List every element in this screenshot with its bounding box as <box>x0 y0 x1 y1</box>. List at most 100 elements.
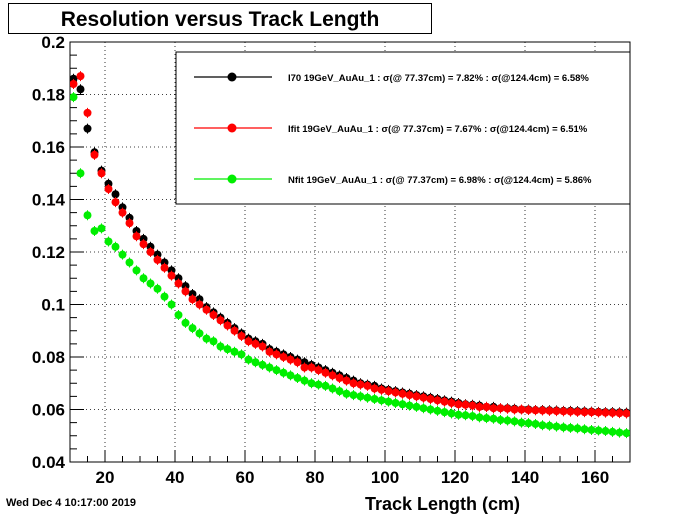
data-point <box>307 379 316 388</box>
data-point <box>279 368 288 377</box>
data-point <box>216 316 225 325</box>
data-point <box>594 426 603 435</box>
data-point <box>405 401 414 410</box>
data-point <box>566 407 575 416</box>
data-point <box>90 227 99 235</box>
data-point <box>153 255 162 264</box>
data-point <box>265 347 274 356</box>
data-point <box>384 387 393 396</box>
axis-layer: 20 40 60 80 100 120 140 160 0.04 0.06 0.08 0.1 0.12 0… <box>32 33 631 487</box>
data-point <box>167 271 176 280</box>
series-2 <box>70 92 630 439</box>
series-1 <box>70 71 630 419</box>
data-point <box>433 406 442 415</box>
data-point <box>195 300 204 309</box>
data-point <box>202 334 211 343</box>
data-point <box>300 363 309 372</box>
data-point <box>559 407 568 416</box>
data-point <box>489 404 498 413</box>
data-point <box>342 389 351 398</box>
y-tick-label: 0.14 <box>32 191 66 210</box>
data-point <box>545 406 554 415</box>
data-point <box>440 397 449 406</box>
data-point <box>160 292 169 301</box>
data-point <box>118 250 127 259</box>
data-point <box>251 339 260 348</box>
data-point <box>97 169 106 178</box>
legend-label: I70 19GeV_AuAu_1 : σ(@ 77.37cm) = 7.82% … <box>288 73 589 84</box>
data-point <box>608 408 617 417</box>
data-point <box>356 380 365 389</box>
data-point <box>335 374 344 382</box>
data-point <box>125 219 134 228</box>
data-point <box>230 326 239 335</box>
data-point <box>118 208 127 217</box>
data-point <box>90 150 99 159</box>
data-point <box>587 425 596 434</box>
data-point <box>314 380 323 389</box>
data-point <box>510 405 519 414</box>
data-point <box>426 395 435 403</box>
data-point <box>524 406 533 415</box>
data-point <box>146 279 155 288</box>
data-point <box>461 411 470 420</box>
data-point <box>587 408 596 417</box>
chart-title: Resolution versus Track Length <box>60 8 380 31</box>
data-point <box>384 397 393 406</box>
data-point <box>566 423 575 432</box>
x-tick-label: 40 <box>166 468 185 487</box>
data-point <box>209 311 218 319</box>
data-point <box>307 363 316 372</box>
data-point <box>223 321 232 330</box>
data-point <box>475 413 484 422</box>
data-point <box>433 396 442 405</box>
data-point <box>468 412 477 421</box>
data-point <box>244 337 253 346</box>
data-point <box>209 337 218 346</box>
data-point <box>83 124 92 133</box>
data-point <box>601 408 610 417</box>
data-point <box>503 404 512 413</box>
data-point <box>83 108 92 117</box>
data-point <box>111 242 120 251</box>
data-point <box>573 407 582 416</box>
data-point <box>615 409 624 418</box>
data-point <box>496 416 505 424</box>
data-point <box>391 388 400 397</box>
data-point <box>76 72 85 81</box>
timestamp: Wed Dec 4 10:17:00 2019 <box>6 497 137 509</box>
data-point <box>461 400 470 409</box>
data-point <box>349 391 358 400</box>
data-point <box>531 406 540 415</box>
data-point <box>125 258 134 267</box>
data-point <box>167 300 176 309</box>
data-point <box>517 418 526 427</box>
data-point <box>76 169 85 178</box>
data-point <box>531 419 540 428</box>
data-point <box>244 355 253 364</box>
data-point <box>293 374 302 382</box>
data-point <box>132 232 141 241</box>
data-point <box>398 389 407 398</box>
data-point <box>468 401 477 410</box>
data-point <box>293 358 302 367</box>
data-point <box>426 405 435 414</box>
series-layer <box>70 71 630 439</box>
data-point <box>412 402 421 411</box>
data-point <box>342 376 351 385</box>
data-point <box>573 424 582 433</box>
data-point <box>615 428 624 437</box>
legend-label: Ifit 19GeV_AuAu_1 : σ(@ 77.37cm) = 7.67%… <box>288 124 588 135</box>
data-point <box>370 384 379 393</box>
y-tick-label: 0.08 <box>32 348 65 367</box>
data-point <box>153 284 162 293</box>
data-point <box>251 358 260 367</box>
data-point <box>97 224 106 233</box>
data-point <box>363 381 372 390</box>
data-point <box>391 398 400 407</box>
data-point <box>580 408 589 417</box>
data-point <box>412 392 421 401</box>
data-point <box>489 414 498 423</box>
